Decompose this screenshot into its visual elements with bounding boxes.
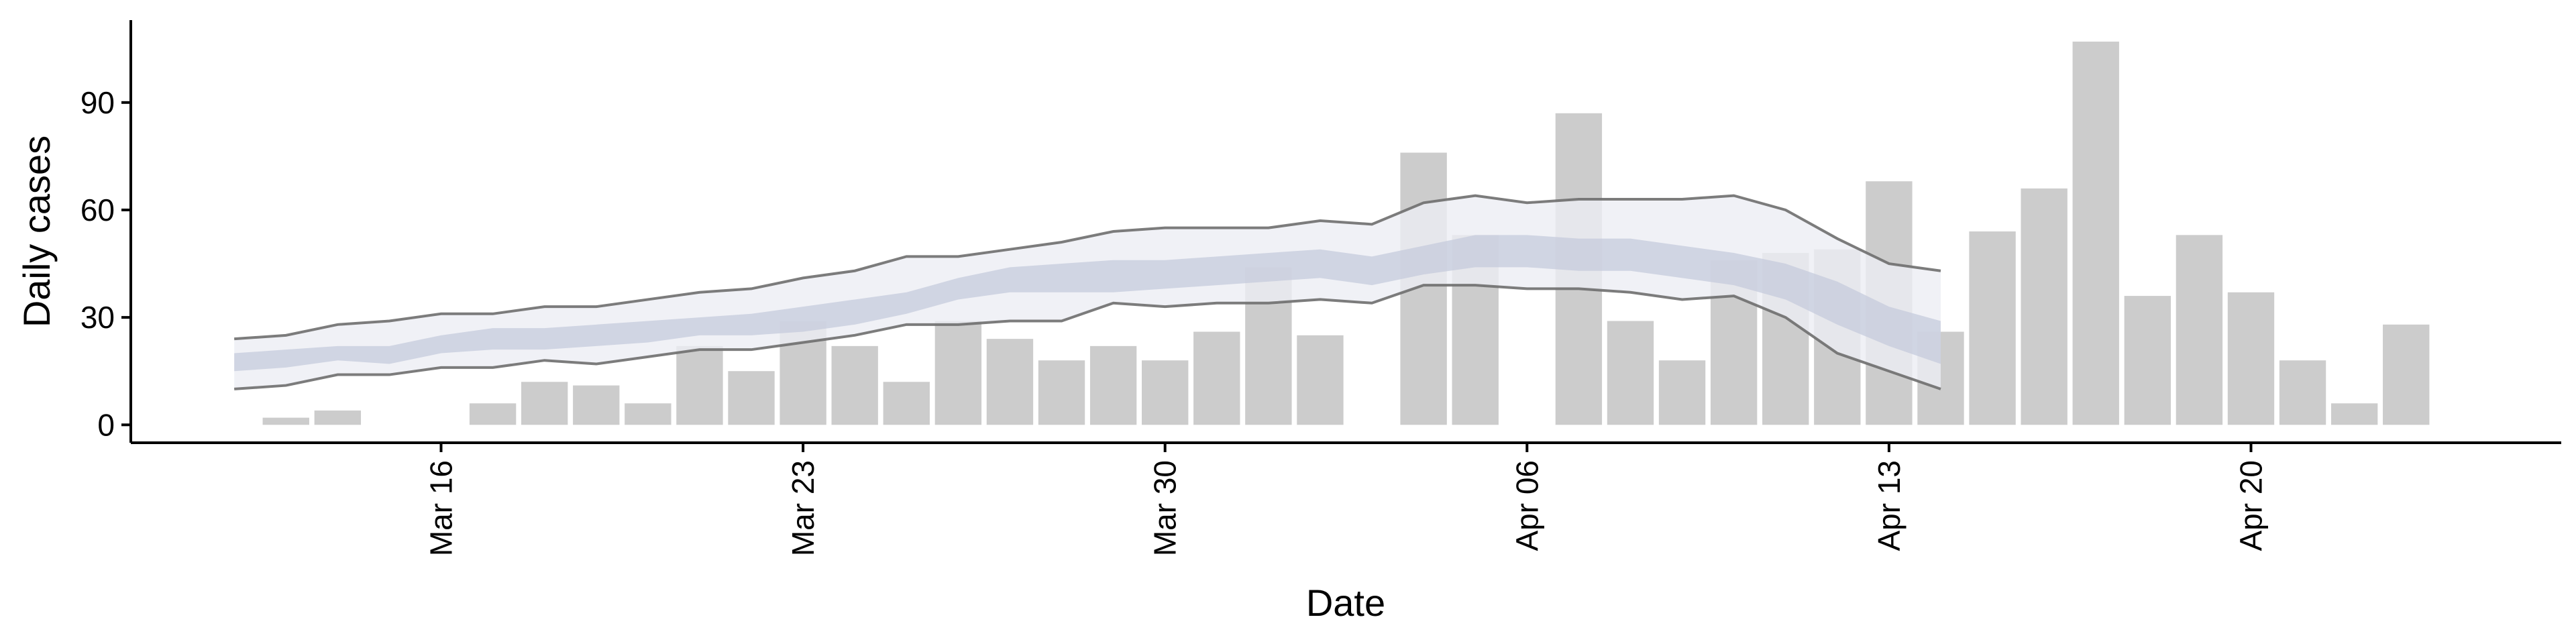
y-tick-label: 60	[80, 193, 115, 227]
upper-bound-line	[234, 194, 1941, 341]
bar	[1658, 360, 1706, 425]
bar	[2176, 235, 2223, 425]
estimate-band-layer	[234, 194, 1941, 390]
bar	[934, 321, 982, 425]
bar	[1969, 231, 2016, 425]
x-tick-label: Apr 06	[1509, 460, 1544, 551]
x-tick-label: Mar 16	[424, 460, 459, 556]
x-axis-title: Date	[1306, 582, 1385, 624]
bar	[262, 417, 309, 425]
plot-area	[234, 42, 2430, 425]
y-tick-label: 90	[80, 85, 115, 120]
bar	[986, 339, 1034, 425]
bar	[2124, 296, 2171, 425]
bar	[1038, 360, 1085, 425]
x-tick-label: Apr 13	[1872, 460, 1907, 551]
bar	[573, 385, 620, 425]
bar	[469, 403, 517, 425]
bar	[2383, 324, 2430, 425]
bar	[676, 345, 723, 425]
bar	[2279, 360, 2326, 425]
bar	[1089, 345, 1137, 425]
x-tick-label: Mar 23	[786, 460, 820, 556]
bar	[2330, 403, 2378, 425]
x-tick-label: Apr 20	[2233, 460, 2268, 551]
y-tick-label: 0	[97, 407, 115, 442]
ci-50-band	[234, 235, 1941, 372]
bar	[2072, 42, 2119, 425]
x-axis-ticks: Mar 16 Mar 23 Mar 30 Apr 06 Apr 13 Apr 20	[424, 443, 2268, 556]
bar	[314, 410, 362, 425]
x-tick-label: Mar 30	[1148, 460, 1183, 556]
axes-layer: 0 30 60 90 Mar 16 Mar 23 Mar 30 Apr 06 Apr 13 Ap…	[80, 20, 2561, 556]
bar	[1297, 335, 1344, 425]
bar	[831, 345, 878, 425]
bar	[728, 371, 775, 425]
y-axis-title: Daily cases	[15, 136, 58, 327]
bar	[1142, 360, 1189, 425]
bar	[883, 382, 930, 425]
y-tick-label: 30	[80, 300, 115, 335]
lower-bound-line	[234, 284, 1941, 390]
bar	[2021, 188, 2068, 425]
bar	[1193, 331, 1240, 425]
bar	[2227, 292, 2275, 425]
y-axis-ticks: 0 30 60 90	[80, 85, 131, 442]
bar	[1607, 321, 1654, 425]
bar	[521, 382, 568, 425]
bar	[625, 403, 672, 425]
